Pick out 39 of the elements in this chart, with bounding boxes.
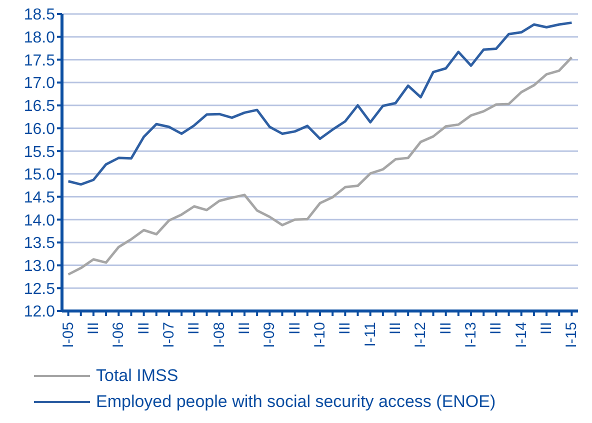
x-tick-label: I-09 — [261, 322, 278, 348]
y-tick-label: 18.5 — [24, 6, 56, 24]
legend-label: Total IMSS — [96, 366, 178, 386]
y-tick-label: 13.0 — [24, 258, 56, 275]
x-tick-label: III — [186, 322, 203, 335]
y-tick-label: 15.5 — [24, 144, 56, 161]
y-tick-label: 12.0 — [24, 304, 56, 321]
x-tick-label: III — [336, 322, 354, 335]
x-tick-label: I-15 — [563, 322, 580, 348]
y-tick-label: 13.5 — [24, 235, 56, 252]
x-tick-label: I-12 — [412, 322, 430, 348]
x-tick-label: I-05 — [60, 322, 77, 348]
y-tick-label: 17.5 — [24, 52, 56, 70]
x-tick-label: III — [135, 322, 152, 335]
y-tick-label: 12.5 — [24, 280, 56, 298]
x-tick-label: I-11 — [362, 322, 379, 347]
x-tick-label: I-06 — [110, 322, 128, 348]
x-tick-label: III — [387, 322, 404, 335]
y-tick-label: 14.5 — [24, 189, 56, 206]
x-tick-label: III — [488, 322, 505, 335]
x-tick-label: III — [437, 322, 454, 335]
line-series — [67, 56, 573, 276]
y-tick-label: 15.0 — [24, 166, 56, 184]
x-tick-label: I-08 — [210, 322, 228, 348]
x-tick-label: I-13 — [462, 322, 480, 348]
y-tick-label: 17.0 — [24, 75, 56, 92]
y-tick-label: 18.0 — [24, 30, 56, 47]
x-tick-label: III — [286, 322, 304, 335]
legend-label: Employed people with social security access (ENOE) — [96, 392, 496, 412]
x-tick-label: III — [236, 322, 253, 335]
y-tick-label: 16.5 — [24, 98, 56, 116]
x-tick-label: I-07 — [160, 322, 178, 348]
y-tick-label: 16.0 — [24, 120, 56, 138]
x-tick-label: I-10 — [312, 322, 328, 348]
x-tick-label: III — [84, 322, 102, 335]
y-tick-label: 14.0 — [24, 212, 56, 230]
x-tick-label: I-14 — [512, 322, 530, 348]
line-series — [67, 21, 573, 186]
x-tick-label: III — [538, 322, 556, 335]
